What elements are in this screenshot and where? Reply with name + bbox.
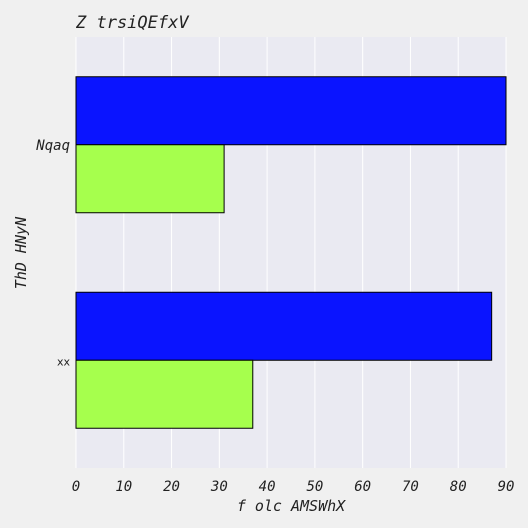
x-tick-label: 0 (72, 479, 80, 495)
x-tick-label: 30 (210, 479, 228, 495)
x-axis-label: f olc AMSWhX (237, 497, 346, 515)
x-tick-label: 40 (259, 479, 276, 495)
bars (75, 76, 507, 429)
x-tick-label: 10 (115, 479, 132, 495)
x-tick-labels: 0 10 20 30 40 50 60 70 80 90 (72, 479, 515, 495)
x-tick-label: 70 (402, 479, 419, 495)
x-tick-label: 90 (498, 479, 515, 495)
y-tick-labels: Nqaq xx (35, 138, 70, 369)
y-tick-label: Nqaq (35, 138, 70, 154)
y-axis-label: ThD HNyN (12, 216, 30, 289)
x-tick-label: 80 (450, 479, 467, 495)
y-tick-label: xx (57, 355, 71, 368)
chart-title: Z trsiQEfxV (75, 13, 189, 33)
bar-nqaq-series-2 (75, 144, 225, 214)
x-tick-label: 50 (306, 479, 323, 495)
bar-xx-series-2 (75, 359, 254, 429)
bar-xx-series-1 (75, 291, 493, 361)
bar-nqaq-series-1 (75, 76, 507, 146)
x-tick-label: 20 (163, 479, 180, 495)
x-tick-label: 60 (354, 479, 371, 495)
